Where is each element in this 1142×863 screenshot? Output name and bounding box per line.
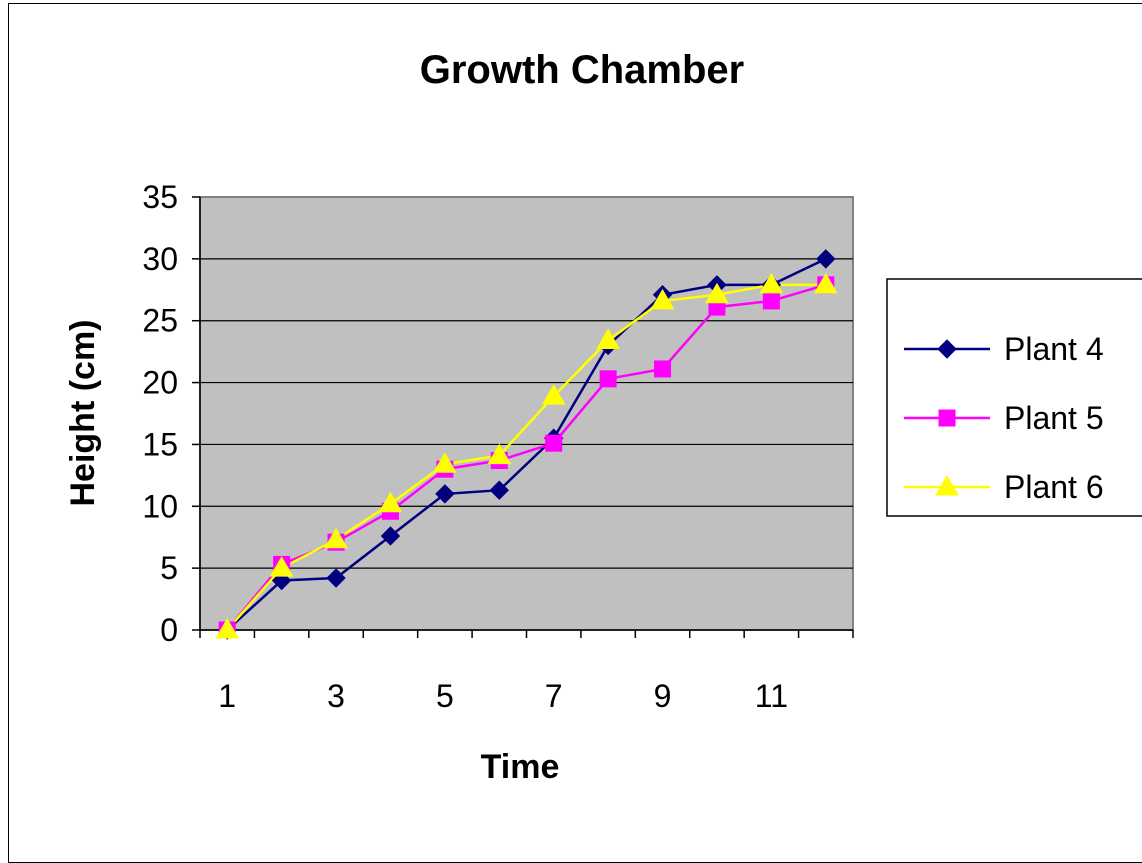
- y-tick-label: 20: [142, 365, 178, 401]
- data-point-plant-5: [599, 370, 617, 388]
- legend-marker-plant-4: [937, 339, 957, 359]
- y-axis-title: Height (cm): [64, 320, 102, 507]
- x-tick-label: 9: [654, 678, 672, 714]
- series-markers: [215, 249, 838, 640]
- legend-box: [886, 278, 1142, 517]
- x-tick-label: 1: [218, 678, 236, 714]
- gridlines: [200, 258, 853, 569]
- data-point-plant-4: [816, 249, 836, 269]
- data-point-plant-6: [813, 272, 838, 294]
- x-tick-label: 5: [436, 678, 454, 714]
- legend-label-plant-6: Plant 6: [1004, 469, 1104, 505]
- data-point-plant-4: [489, 480, 509, 500]
- data-point-plant-6: [269, 556, 294, 577]
- y-tick-label: 30: [142, 241, 178, 277]
- y-tick-label: 0: [160, 612, 178, 648]
- data-point-plant-5: [545, 434, 563, 452]
- legend-marker-plant-6: [935, 475, 959, 496]
- data-point-plant-4: [326, 568, 346, 588]
- data-point-plant-6: [759, 272, 784, 294]
- legend-label-plant-4: Plant 4: [1004, 331, 1104, 367]
- data-point-plant-6: [378, 491, 403, 513]
- data-point-plant-4: [380, 526, 401, 546]
- x-tick-labels: 1 3 5 7 9 11: [218, 678, 788, 714]
- x-tick-label: 3: [327, 678, 345, 714]
- y-tick-label: 25: [142, 303, 178, 339]
- y-tick-labels: 0 5 10 15 20 25 30 35: [142, 179, 178, 648]
- x-tick-label: 7: [545, 678, 563, 714]
- axes: [192, 196, 854, 638]
- data-point-plant-6: [215, 618, 240, 639]
- data-point-plant-4: [435, 484, 455, 504]
- x-axis-title: Time: [481, 748, 560, 786]
- legend-marker-plant-5: [938, 409, 956, 427]
- y-tick-label: 10: [142, 488, 178, 524]
- data-point-plant-6: [433, 452, 457, 473]
- chart-title: Growth Chamber: [420, 48, 744, 92]
- legend-label-plant-5: Plant 5: [1004, 400, 1104, 436]
- y-tick-label: 35: [142, 179, 178, 215]
- plot-area: [199, 196, 854, 631]
- legend: Plant 4 Plant 5 Plant 6: [904, 331, 1104, 505]
- data-point-plant-5: [762, 292, 780, 310]
- data-point-plant-5: [654, 360, 672, 378]
- data-point-plant-6: [487, 443, 512, 465]
- data-point-plant-6: [541, 384, 566, 405]
- data-point-plant-6: [705, 282, 729, 304]
- data-point-plant-6: [324, 527, 348, 549]
- y-tick-label: 5: [160, 550, 178, 586]
- x-tick-label: 11: [755, 678, 788, 714]
- data-point-plant-6: [650, 288, 675, 310]
- data-point-plant-6: [596, 328, 620, 350]
- y-tick-label: 15: [142, 426, 178, 462]
